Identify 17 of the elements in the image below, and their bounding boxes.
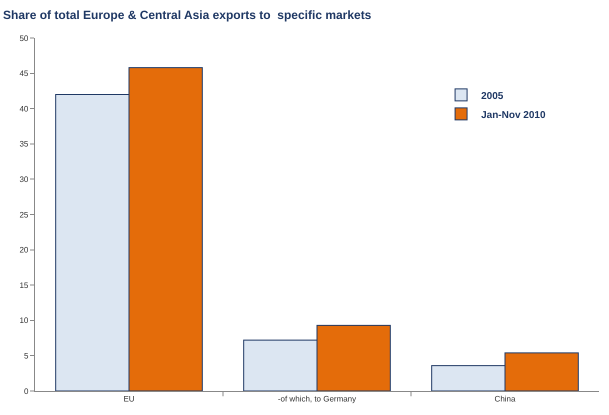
chart-title: Share of total Europe & Central Asia exports to specific markets [3,8,372,22]
y-tick-label: 45 [19,69,29,78]
y-tick-label: 25 [19,210,29,220]
legend-label: Jan-Nov 2010 [481,110,546,121]
y-tick-label: 30 [19,175,29,184]
x-tick-label: EU [123,394,135,404]
y-tick-label: 20 [19,246,29,255]
y-tick-label: 50 [19,34,29,43]
x-tick-label: China [494,394,516,404]
y-tick-label: 10 [19,316,29,326]
y-tick-label: 15 [19,280,29,290]
y-tick-label: 0 [24,386,29,396]
y-tick-label: 5 [24,352,29,360]
y-tick-label: 35 [19,140,29,149]
y-tick-label: 40 [19,104,29,114]
x-tick-label: -of which, to Germany [278,394,356,404]
legend-label: 2005 [481,90,504,102]
